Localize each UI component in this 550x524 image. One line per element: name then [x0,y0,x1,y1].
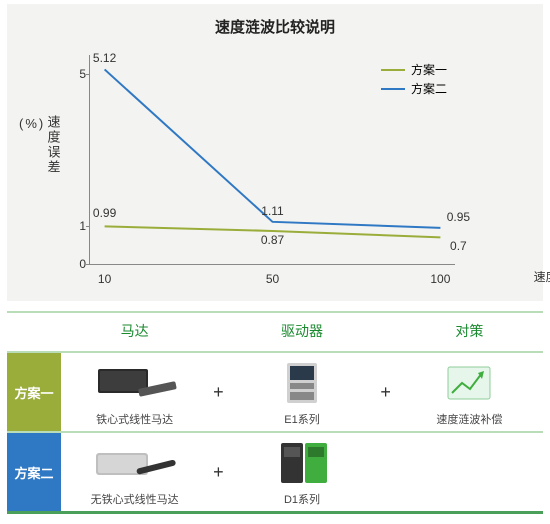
cell-caption: 无铁心式线性马达 [63,491,206,507]
header-gap-1 [376,312,396,352]
data-label: 0.7 [450,239,467,253]
x-tick: 50 [266,272,279,286]
plus-separator: + [208,352,228,432]
cell-caption: E1系列 [230,411,373,427]
cell: D1系列 [228,432,375,513]
table-header-row: 马达 驱动器 对策 [7,312,543,352]
y-tick: 1 [68,219,86,233]
cell: 速度涟波补偿 [396,352,543,432]
data-label: 1.11 [261,204,283,218]
cell-caption: 速度涟波补偿 [398,411,541,427]
x-axis-label: 速度(mm/s) [534,268,550,285]
legend-label-1: 方案二 [411,80,447,97]
y-axis-label-text: 速度误差 [46,115,61,175]
comparison-table: 马达 驱动器 对策 方案一铁心式线性马达+E1系列+速度涟波补偿方案二无铁心式线… [7,311,543,514]
cell: E1系列 [228,352,375,432]
y-tick: 5 [68,67,86,81]
drive-d1-icon [257,439,347,487]
legend-row-0: 方案一 [381,61,447,78]
row-label: 方案一 [7,352,61,432]
header-col-1: 驱动器 [228,312,375,352]
legend-label-0: 方案一 [411,61,447,78]
plus-separator: + [208,432,228,513]
data-label: 0.95 [447,210,470,224]
table-row: 方案二无铁心式线性马达+D1系列 [7,432,543,513]
cell-caption: 铁心式线性马达 [63,411,206,427]
compensation-icon [424,359,514,407]
data-label: 5.12 [93,51,116,65]
plot-area: 方案一 方案二 01510501000.990.870.75.121.110.9… [89,55,455,265]
legend-swatch-0 [381,69,405,71]
y-tick-mark [86,226,90,227]
y-tick-mark [86,74,90,75]
cell: 无铁心式线性马达 [61,432,208,513]
plus-separator [376,432,396,513]
table-row: 方案一铁心式线性马达+E1系列+速度涟波补偿 [7,352,543,432]
y-axis-label: 速度误差 (%) [19,115,60,175]
y-tick: 0 [68,257,86,271]
header-col-2: 对策 [396,312,543,352]
legend-swatch-1 [381,88,405,90]
chart-area: 速度误差 (%) 方案一 方案二 01510501000.990.870.75.… [67,45,525,295]
chart-title: 速度涟波比较说明 [17,16,533,37]
row-label: 方案二 [7,432,61,513]
x-tick: 10 [98,272,111,286]
cell: 铁心式线性马达 [61,352,208,432]
data-label: 0.99 [93,206,116,220]
plus-separator: + [376,352,396,432]
y-axis-unit: (%) [19,117,45,131]
y-tick-mark [86,264,90,265]
header-blank [7,312,61,352]
drive-e1-icon [257,359,347,407]
data-label: 0.87 [261,233,284,247]
legend-row-1: 方案二 [381,80,447,97]
header-gap-0 [208,312,228,352]
motor-ironless-icon [90,439,180,487]
cell [396,432,543,513]
x-tick: 100 [430,272,450,286]
header-col-0: 马达 [61,312,208,352]
chart-panel: 速度涟波比较说明 速度误差 (%) 方案一 方案二 0 1 5 10 50 100 0.99… [7,4,543,301]
legend: 方案一 方案二 [381,61,447,99]
motor-iron-icon [90,359,180,407]
cell-caption: D1系列 [230,491,373,507]
